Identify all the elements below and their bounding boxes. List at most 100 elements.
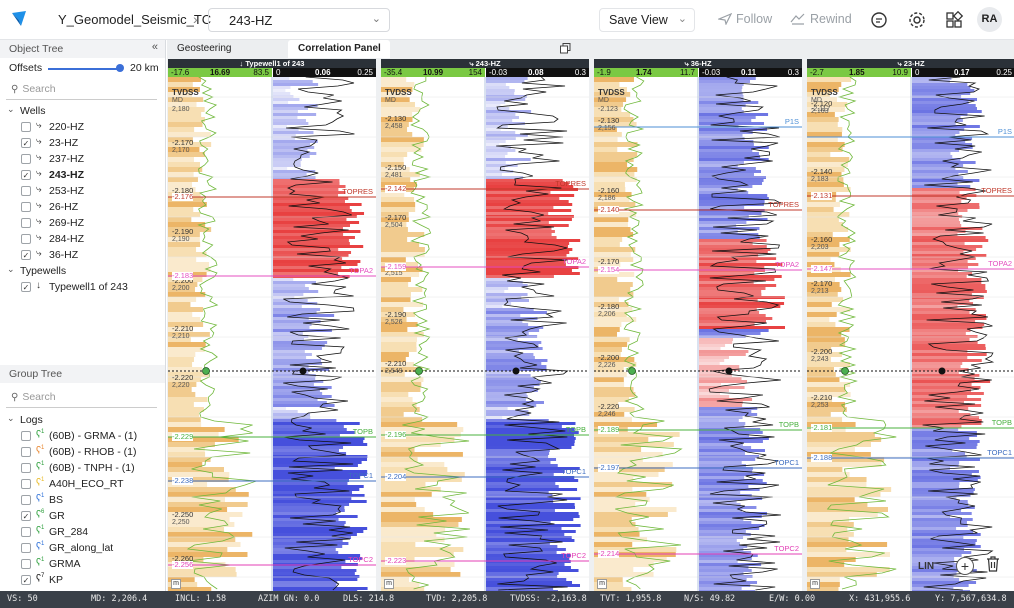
- tree-well-item[interactable]: ⤷ 269-HZ: [0, 215, 165, 231]
- tree-well-item[interactable]: ✓ ⤷ 36-HZ: [0, 247, 165, 263]
- tree-log-item[interactable]: ʕ1 (60B) - TNPH - (1): [0, 460, 165, 476]
- formation-top-label[interactable]: TOPC1: [987, 448, 1012, 457]
- tree-log-item[interactable]: ʕ1 GR_along_lat: [0, 540, 165, 556]
- tree-well-item[interactable]: ⤷ 284-HZ: [0, 231, 165, 247]
- checkbox[interactable]: [21, 218, 31, 228]
- formation-top-label[interactable]: TOPC2: [348, 555, 373, 564]
- formation-top-label[interactable]: TOPRES: [981, 186, 1012, 195]
- checkbox[interactable]: [21, 447, 31, 457]
- checkbox[interactable]: [21, 463, 31, 473]
- tree-well-item[interactable]: ⤷ 237-HZ: [0, 151, 165, 167]
- log-canvas[interactable]: [381, 77, 589, 591]
- tree-logs-group[interactable]: ⌄ Logs: [0, 412, 165, 428]
- tree-typewells-group[interactable]: ⌄ Typewells: [0, 263, 165, 279]
- checkbox-checked[interactable]: ✓: [21, 575, 31, 585]
- tree-log-item[interactable]: ✓ ʕ7 KP: [0, 572, 165, 588]
- checkbox-checked[interactable]: ✓: [21, 282, 31, 292]
- checkbox[interactable]: [21, 559, 31, 569]
- tab-geosteering[interactable]: Geosteering: [177, 43, 232, 54]
- formation-top-label[interactable]: TOPB: [778, 420, 799, 429]
- object-tree-search-input[interactable]: ⚲ Search: [6, 80, 157, 100]
- save-view-dropdown[interactable]: Save View ⌄: [599, 8, 695, 32]
- well-selector[interactable]: 243-HZ ⌄: [208, 8, 390, 32]
- formation-top-label[interactable]: TOPA2: [562, 257, 586, 266]
- checkbox-checked[interactable]: ✓: [21, 511, 31, 521]
- group-tree-search-input[interactable]: ⚲ Search: [6, 388, 157, 408]
- checkbox[interactable]: [21, 527, 31, 537]
- formation-top-label[interactable]: TOPC2: [561, 551, 586, 560]
- app-logo-icon[interactable]: [10, 10, 28, 33]
- tree-log-item[interactable]: ʕ1 GRMA: [0, 556, 165, 572]
- tree-well-item[interactable]: ✓ ⤷ 243-HZ: [0, 167, 165, 183]
- chevron-down-icon[interactable]: ⌄: [7, 413, 15, 423]
- lin-scale-toggle[interactable]: LIN: [918, 561, 935, 572]
- checkbox-checked[interactable]: ✓: [21, 250, 31, 260]
- formation-top-label[interactable]: TOPC1: [774, 458, 799, 467]
- log-canvas[interactable]: [168, 77, 376, 591]
- user-avatar[interactable]: RA: [977, 7, 1002, 32]
- checkbox[interactable]: [21, 479, 31, 489]
- kp-min: -0.03: [489, 68, 508, 77]
- chat-icon[interactable]: [869, 10, 889, 30]
- formation-top-label[interactable]: TOPB: [991, 418, 1012, 427]
- tree-log-item[interactable]: ʕ1 GR_284: [0, 524, 165, 540]
- well-track[interactable]: ⤷ 243-HZ -35.4 10.99 154 -0.03 0.08 0.3 TVDSS MD…: [381, 59, 589, 591]
- tree-log-item[interactable]: ʕ1 A40H_ECO_RT: [0, 476, 165, 492]
- typewell-arrow-icon: ↓: [36, 280, 41, 291]
- formation-top-label[interactable]: TOPRES: [342, 187, 373, 196]
- checkbox-checked[interactable]: ✓: [21, 138, 31, 148]
- tree-log-item[interactable]: ʕ1 (60B) - RHOB - (1): [0, 444, 165, 460]
- well-track[interactable]: ↓ Typewell1 of 243 -17.6 16.69 83.5 0 0.06 0.2…: [168, 59, 376, 591]
- checkbox[interactable]: [21, 202, 31, 212]
- well-track[interactable]: ⤷ 23-HZ -2.7 1.85 10.9 0 0.17 0.25 TVDSS MD -2.11…: [807, 59, 1014, 605]
- follow-button[interactable]: Follow: [716, 12, 772, 26]
- checkbox[interactable]: [21, 154, 31, 164]
- checkbox-checked[interactable]: ✓: [21, 170, 31, 180]
- tree-well-item-label: 220-HZ: [49, 121, 85, 133]
- formation-top-label[interactable]: TOPC2: [774, 544, 799, 553]
- chevron-down-icon[interactable]: ⌄: [7, 264, 15, 274]
- tree-well-item[interactable]: ⤷ 220-HZ: [0, 119, 165, 135]
- offsets-slider-track[interactable]: [48, 68, 123, 70]
- checkbox[interactable]: [21, 431, 31, 441]
- checkbox[interactable]: [21, 122, 31, 132]
- tab-correlation-panel[interactable]: Correlation Panel: [288, 40, 390, 58]
- formation-top-label[interactable]: TOPA2: [988, 259, 1012, 268]
- axis-sublabel: MD: [385, 97, 396, 104]
- well-track[interactable]: ⤷ 36-HZ -1.9 1.74 11.7 -0.03 0.11 0.3 TVDSS MD -2…: [594, 59, 802, 591]
- chevron-down-icon[interactable]: ⌄: [7, 104, 15, 114]
- formation-top-label[interactable]: TOPRES: [555, 179, 586, 188]
- offsets-slider-handle[interactable]: [116, 64, 124, 72]
- tree-well-item[interactable]: ✓ ⤷ 23-HZ: [0, 135, 165, 151]
- collapse-panel-icon[interactable]: «: [151, 41, 158, 53]
- gear-icon[interactable]: [907, 10, 927, 30]
- widgets-icon[interactable]: [944, 10, 964, 30]
- pop-out-icon[interactable]: [560, 43, 571, 54]
- log-canvas[interactable]: [807, 77, 1014, 591]
- checkbox[interactable]: [21, 495, 31, 505]
- add-icon[interactable]: +: [956, 557, 974, 575]
- tree-log-item[interactable]: ʕ1 BS: [0, 492, 165, 508]
- checkbox[interactable]: [21, 543, 31, 553]
- checkbox[interactable]: [21, 234, 31, 244]
- formation-top-label[interactable]: TOPC1: [348, 471, 373, 480]
- formation-top-label[interactable]: TOPB: [352, 427, 373, 436]
- project-name[interactable]: Y_Geomodel_Seismic_TC: [58, 12, 212, 27]
- formation-top-label[interactable]: TOPB: [565, 425, 586, 434]
- tree-well-item[interactable]: ⤷ 253-HZ: [0, 183, 165, 199]
- formation-top-label[interactable]: TOPC1: [561, 467, 586, 476]
- formation-top-label[interactable]: TOPA2: [349, 266, 373, 275]
- formation-top-label[interactable]: TOPRES: [768, 200, 799, 209]
- tree-log-item[interactable]: ✓ ʕ6 GR: [0, 508, 165, 524]
- checkbox[interactable]: [21, 186, 31, 196]
- rewind-button[interactable]: Rewind: [790, 12, 852, 26]
- trash-icon[interactable]: [986, 556, 1000, 575]
- tree-log-item[interactable]: ʕ1 (60B) - GRMA - (1): [0, 428, 165, 444]
- formation-top-label[interactable]: P1S: [997, 127, 1012, 136]
- tree-typewell-item[interactable]: ✓ ↓ Typewell1 of 243: [0, 279, 165, 295]
- formation-top-label[interactable]: P1S: [784, 117, 799, 126]
- tree-wells-group[interactable]: ⌄ Wells: [0, 103, 165, 119]
- log-canvas[interactable]: [594, 77, 802, 591]
- tree-well-item[interactable]: ⤷ 26-HZ: [0, 199, 165, 215]
- formation-top-label[interactable]: TOPA2: [775, 260, 799, 269]
